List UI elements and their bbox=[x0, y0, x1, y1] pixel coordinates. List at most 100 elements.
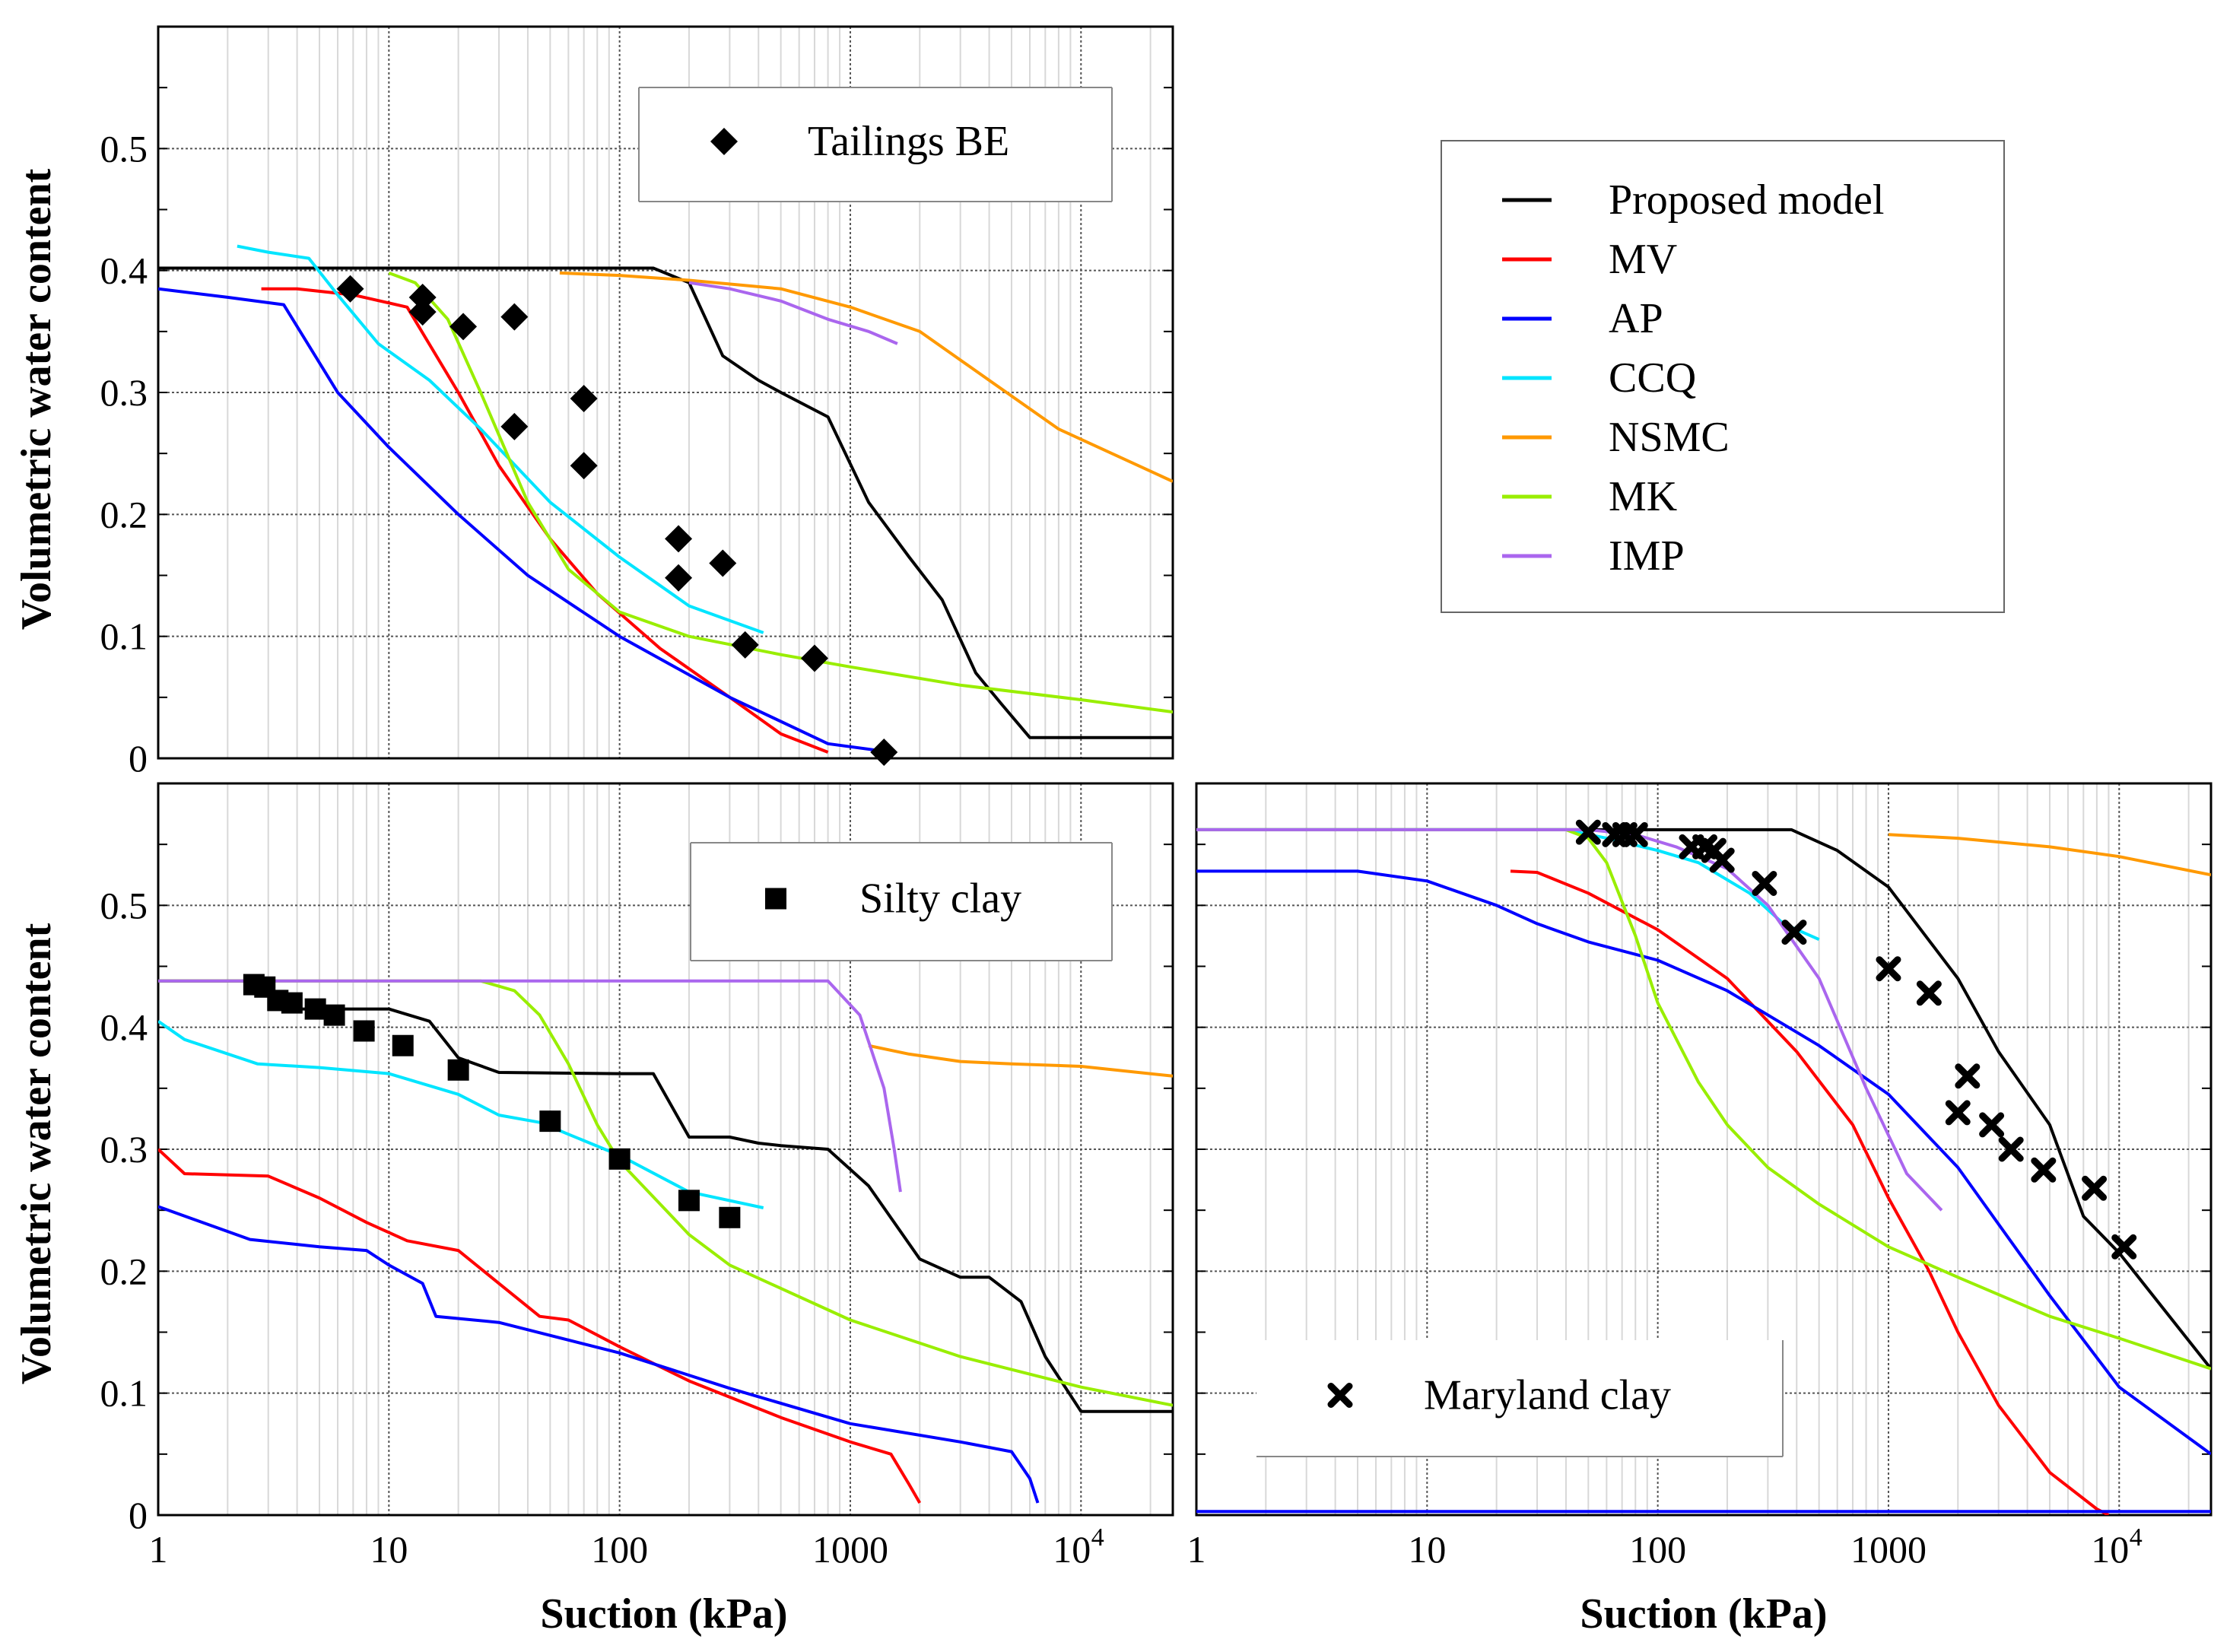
series-line-ap bbox=[158, 1205, 1040, 1504]
data-point bbox=[1916, 980, 1942, 1006]
y-tick-label: 0 bbox=[129, 737, 148, 780]
x-tick-label-exponent: 4 bbox=[1091, 1523, 1104, 1552]
data-point bbox=[1709, 847, 1735, 873]
data-point bbox=[570, 385, 598, 413]
model-legend-label: NSMC bbox=[1609, 414, 1730, 461]
series-line-ap bbox=[158, 287, 891, 754]
model-legend: Proposed model MV AP CCQ NSMC MK IMP bbox=[1441, 140, 2005, 613]
x-tick-label: 100 bbox=[591, 1528, 648, 1571]
data-point bbox=[336, 275, 364, 303]
y-tick-label: 0.2 bbox=[100, 493, 148, 535]
series-line-proposed-model bbox=[158, 979, 1173, 1413]
series-line-imp bbox=[158, 979, 902, 1193]
axes-frame bbox=[157, 25, 1174, 760]
series-line-mk bbox=[1196, 828, 2211, 1371]
panel-legend: Tailings BE bbox=[638, 87, 1113, 202]
series-line-ccq bbox=[158, 1020, 764, 1209]
y-tick-label: 0.5 bbox=[100, 127, 148, 170]
y-tick-label: 0.4 bbox=[100, 1006, 148, 1049]
series-line-mv bbox=[158, 1148, 922, 1504]
y-tick-label: 0.3 bbox=[100, 1128, 148, 1171]
series-line-imp bbox=[688, 281, 898, 345]
series-line-mk bbox=[388, 272, 1173, 714]
series-line-proposed-model bbox=[1196, 828, 2211, 1370]
data-point bbox=[1781, 920, 1807, 945]
series-group bbox=[158, 979, 1173, 1504]
data-point bbox=[408, 298, 437, 326]
data-point bbox=[1575, 819, 1601, 845]
series-line-mv bbox=[1510, 869, 2110, 1515]
data-point bbox=[678, 1190, 700, 1212]
data-point bbox=[408, 283, 437, 311]
x-tick-label-exponent: 4 bbox=[2130, 1523, 2143, 1552]
data-point bbox=[2031, 1157, 2057, 1183]
series-line-proposed-model bbox=[158, 266, 1173, 739]
model-legend-label: MV bbox=[1609, 236, 1677, 283]
data-point bbox=[570, 452, 598, 480]
data-point bbox=[304, 998, 326, 1020]
data-point bbox=[608, 1148, 631, 1170]
y-tick-label: 0.5 bbox=[100, 884, 148, 926]
panel-legend-box bbox=[691, 843, 1112, 961]
panel-legend-label: Maryland clay bbox=[1424, 1372, 1671, 1419]
data-point bbox=[731, 631, 759, 659]
data-point bbox=[1752, 870, 1777, 896]
data-point bbox=[800, 644, 828, 672]
x-axis-label-right: Suction (kPa) bbox=[1580, 1590, 1827, 1638]
data-point bbox=[539, 1110, 561, 1133]
model-legend-label: CCQ bbox=[1609, 354, 1696, 402]
y-tick-label: 0.1 bbox=[100, 615, 148, 658]
data-point bbox=[281, 992, 303, 1014]
data-point bbox=[1945, 1100, 1971, 1126]
panel-legend-label: Tailings BE bbox=[808, 118, 1009, 165]
x-tick-label: 100 bbox=[1629, 1528, 1686, 1571]
model-legend-label: AP bbox=[1609, 295, 1663, 342]
series-line-ap bbox=[1196, 869, 2211, 1456]
y-tick-label: 0 bbox=[129, 1494, 148, 1536]
series-line-nsmc bbox=[559, 271, 1173, 483]
panel-tailings-be: 0 0.1 0.2 0.3 0.4 0.5 Tailings BE bbox=[100, 25, 1174, 780]
x-tick-label: 1000 bbox=[1850, 1528, 1927, 1571]
x-tick-label: 10 bbox=[1053, 1528, 1091, 1571]
panel-legend-label: Silty clay bbox=[859, 875, 1021, 923]
data-point bbox=[447, 1059, 469, 1081]
data-point bbox=[1998, 1136, 2024, 1162]
x-tick-label: 1 bbox=[1187, 1528, 1206, 1571]
data-point bbox=[353, 1020, 375, 1042]
data-point bbox=[665, 525, 693, 553]
x-tick-label: 10 bbox=[1408, 1528, 1446, 1571]
y-tick-label: 0.1 bbox=[100, 1372, 148, 1415]
data-point bbox=[392, 1034, 414, 1056]
data-point bbox=[500, 412, 529, 440]
data-point bbox=[2082, 1175, 2108, 1201]
panel-legend-marker bbox=[1327, 1383, 1353, 1408]
panel-legend-marker bbox=[765, 888, 786, 910]
x-tick-label: 1000 bbox=[812, 1528, 888, 1571]
data-point bbox=[1876, 956, 1901, 982]
data-point bbox=[709, 549, 737, 577]
panel-legend-marker bbox=[710, 128, 738, 155]
y-tick-label: 0.4 bbox=[100, 249, 148, 292]
model-legend-label: MK bbox=[1609, 473, 1677, 520]
x-axis-label-left: Suction (kPa) bbox=[540, 1590, 787, 1638]
x-tick-label: 10 bbox=[2091, 1528, 2129, 1571]
data-point bbox=[2111, 1234, 2137, 1260]
data-point bbox=[870, 738, 898, 766]
y-tick-label: 0.3 bbox=[100, 371, 148, 414]
data-point bbox=[1955, 1063, 1981, 1089]
panel-legend: Silty clay bbox=[690, 842, 1113, 961]
y-axis-label-top: Volumetric water content bbox=[13, 168, 60, 630]
series-line-mk bbox=[158, 979, 1173, 1407]
axes-frame bbox=[1195, 782, 2213, 1517]
x-tick-label: 1 bbox=[149, 1528, 168, 1571]
model-legend-label: Proposed model bbox=[1609, 176, 1884, 224]
data-point bbox=[1979, 1112, 2005, 1138]
x-tick-label: 10 bbox=[370, 1528, 408, 1571]
data-point bbox=[665, 564, 693, 592]
data-point bbox=[1622, 821, 1648, 847]
y-axis-label-bottom: Volumetric water content bbox=[13, 923, 60, 1384]
model-legend-label: IMP bbox=[1609, 532, 1685, 580]
